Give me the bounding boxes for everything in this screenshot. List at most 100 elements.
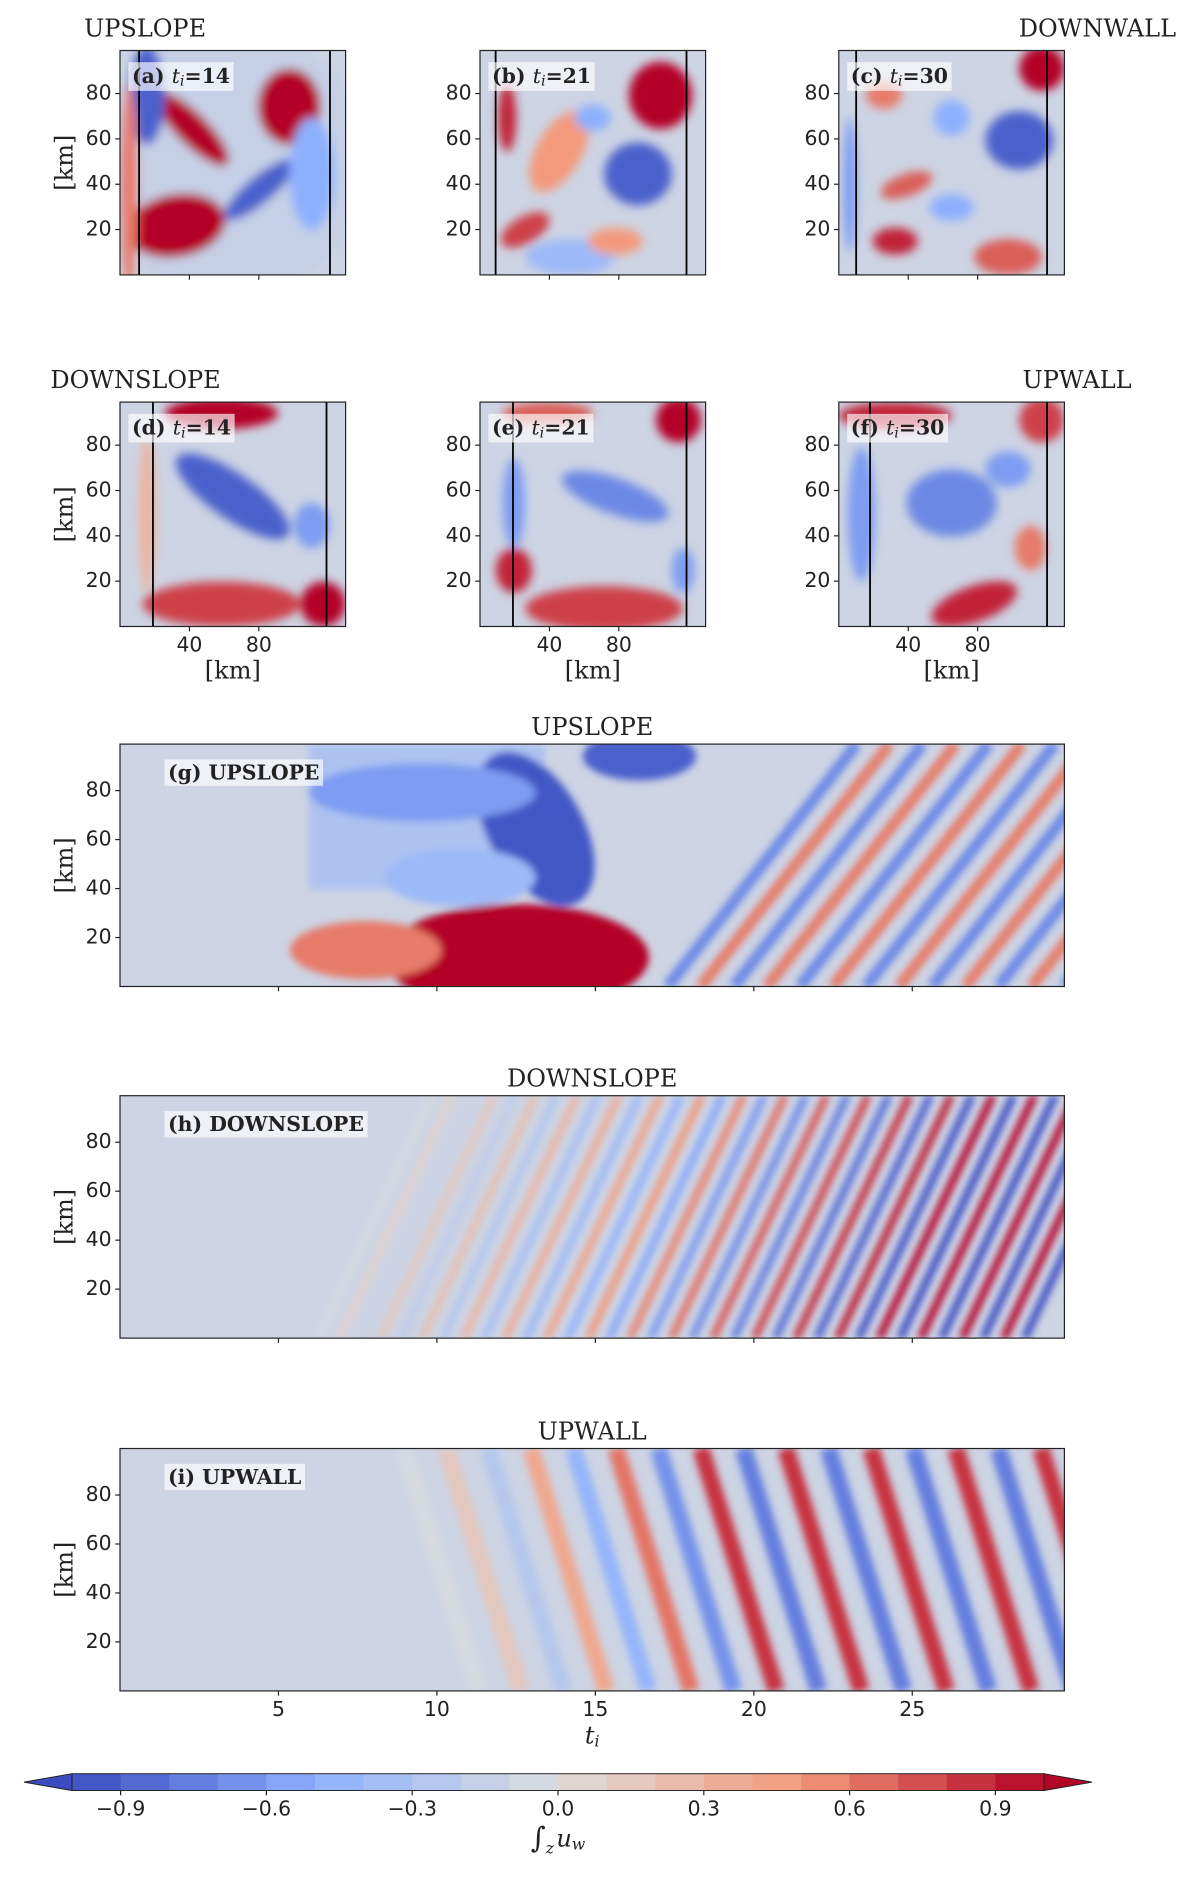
y-tick-label: 60 bbox=[86, 1178, 112, 1202]
y-tick-label: 40 bbox=[86, 876, 112, 900]
field-stripe bbox=[605, 1095, 726, 1339]
field-stripe bbox=[522, 1448, 615, 1691]
y-tick-label: 60 bbox=[446, 126, 472, 150]
field-stripe bbox=[460, 1095, 581, 1339]
panel-title: DOWNSLOPE bbox=[507, 1065, 677, 1093]
x-tick-label: 25 bbox=[899, 1697, 925, 1721]
label-var-sub: w bbox=[572, 1836, 586, 1854]
field-stripe bbox=[1168, 1449, 1200, 1691]
y-tick-label: 60 bbox=[804, 126, 830, 150]
y-tick-label: 20 bbox=[86, 1276, 112, 1300]
field-stripe bbox=[647, 1095, 768, 1339]
annotation-rest: =21 bbox=[544, 415, 589, 439]
axes-frame bbox=[119, 401, 347, 628]
field-stripe bbox=[751, 1095, 872, 1339]
field-feature bbox=[384, 904, 649, 987]
field-stripe bbox=[958, 1111, 1065, 1339]
colorbar-level bbox=[72, 1773, 122, 1791]
y-tick-label: 20 bbox=[86, 1629, 112, 1653]
colorbar-level bbox=[266, 1773, 316, 1791]
x-tick-label: 40 bbox=[176, 633, 202, 657]
field-stripe bbox=[709, 1095, 830, 1339]
y-tick-label: 80 bbox=[446, 81, 472, 105]
field-stripe bbox=[418, 1095, 539, 1339]
field-feature bbox=[293, 503, 330, 548]
field-stripe bbox=[1083, 1449, 1159, 1691]
panel-title: DOWNWALL bbox=[1019, 15, 1176, 43]
field-stripe bbox=[990, 1448, 1065, 1690]
axes-frame bbox=[479, 401, 707, 628]
field-feature bbox=[843, 117, 857, 253]
field-stripe bbox=[335, 1095, 456, 1339]
colorbar-level bbox=[217, 1773, 267, 1791]
y-tick-label: 40 bbox=[86, 171, 112, 195]
x-axis-label: [km] bbox=[924, 657, 980, 685]
x-label-var: t bbox=[585, 1721, 595, 1749]
annotation-var: t bbox=[531, 415, 540, 439]
field-stripe bbox=[395, 1448, 487, 1691]
field-feature bbox=[525, 586, 684, 627]
y-tick-label: 20 bbox=[86, 217, 112, 241]
y-tick-label: 40 bbox=[446, 171, 472, 195]
annotation-box bbox=[847, 62, 952, 91]
annotation-rest: =30 bbox=[899, 415, 944, 439]
colorbar-tick-label: −0.9 bbox=[96, 1797, 146, 1821]
colorbar-level bbox=[801, 1773, 851, 1791]
annotation-label: (c) bbox=[851, 63, 883, 87]
field-feature bbox=[308, 763, 536, 822]
field-stripe bbox=[650, 1448, 742, 1691]
field-feature bbox=[562, 470, 669, 522]
field-feature bbox=[985, 111, 1054, 170]
field-features bbox=[314, 1095, 1065, 1339]
field-feature bbox=[880, 171, 933, 200]
panel: 20 40 60 80 5 10 15 20 25 [km] ti UPWALL (i) UPWALL bbox=[51, 1417, 1200, 1751]
field-stripe bbox=[398, 1095, 519, 1339]
y-tick-label: 40 bbox=[86, 1580, 112, 1604]
field-feature bbox=[872, 227, 918, 255]
colorbar-tick-label: 0.9 bbox=[979, 1797, 1011, 1821]
colorbar-level bbox=[752, 1773, 802, 1791]
colorbar-level bbox=[363, 1773, 413, 1791]
axes-frame bbox=[838, 401, 1065, 628]
field-feature bbox=[574, 104, 611, 132]
y-tick-label: 40 bbox=[86, 523, 112, 547]
y-tick-label: 20 bbox=[446, 217, 472, 241]
y-tick-label: 60 bbox=[86, 126, 112, 150]
y-tick-label: 80 bbox=[446, 432, 472, 456]
x-axis-label: [km] bbox=[205, 657, 261, 685]
field-stripe bbox=[543, 1095, 664, 1339]
colorbar-level bbox=[169, 1773, 219, 1791]
field-features bbox=[120, 50, 346, 275]
colorbar-level bbox=[460, 1773, 510, 1791]
field-stripe bbox=[565, 1448, 657, 1691]
colorbar-label: ∫z uw bbox=[531, 1820, 586, 1857]
field-stripe bbox=[688, 1095, 810, 1339]
field-stripe bbox=[1000, 1199, 1065, 1339]
field-stripe bbox=[762, 744, 961, 987]
panel-title: UPWALL bbox=[538, 1417, 647, 1445]
y-tick-label: 80 bbox=[804, 81, 830, 105]
y-tick-label: 20 bbox=[86, 568, 112, 592]
y-axis-label: [km] bbox=[51, 1189, 79, 1245]
y-tick-label: 20 bbox=[86, 925, 112, 949]
x-tick-label: 40 bbox=[895, 633, 921, 657]
annotation-sub: i bbox=[541, 74, 546, 90]
x-tick-label: 20 bbox=[741, 1697, 767, 1721]
field-stripe bbox=[585, 1095, 706, 1339]
field-stripe bbox=[938, 1095, 1059, 1339]
y-tick-label: 60 bbox=[86, 1531, 112, 1555]
field-stripe bbox=[696, 744, 895, 987]
panel-title: UPWALL bbox=[1023, 366, 1132, 394]
colorbar-tick-label: 0.0 bbox=[542, 1797, 574, 1821]
field-features bbox=[289, 744, 1065, 987]
annotation-box bbox=[164, 759, 324, 786]
field-stripe bbox=[927, 807, 1065, 987]
colorbar-level bbox=[849, 1773, 899, 1791]
annotation-label: (e) bbox=[492, 415, 524, 439]
y-tick-label: 40 bbox=[804, 523, 830, 547]
field-feature bbox=[289, 117, 335, 231]
field-stripe bbox=[820, 1448, 912, 1691]
field-stripe bbox=[1032, 1448, 1065, 1553]
